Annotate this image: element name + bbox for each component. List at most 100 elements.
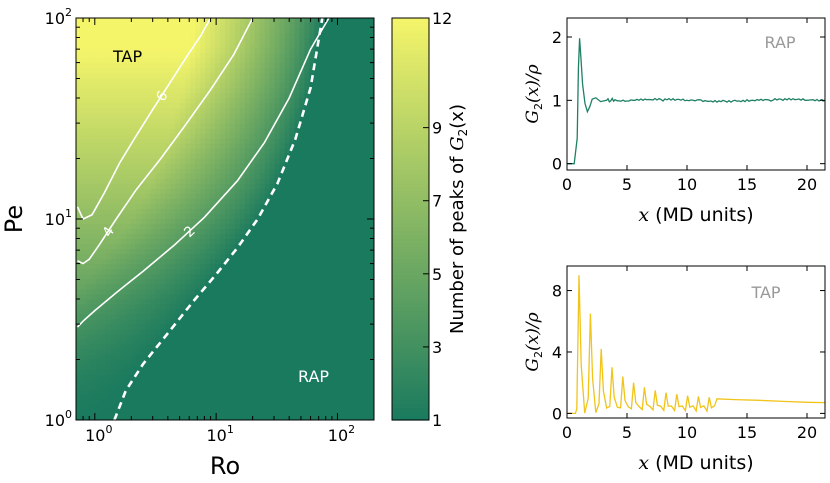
heatmap-cell bbox=[230, 103, 236, 109]
heatmap-cell bbox=[126, 73, 132, 79]
heatmap-cell bbox=[165, 48, 171, 54]
heatmap-cell bbox=[255, 199, 261, 205]
heatmap-cell bbox=[339, 335, 345, 341]
heatmap-cell bbox=[131, 400, 137, 406]
heatmap-cell bbox=[260, 380, 266, 386]
heatmap-cell bbox=[86, 184, 92, 190]
heatmap-cell bbox=[160, 299, 166, 305]
heatmap-cell bbox=[190, 103, 196, 109]
heatmap-cell bbox=[180, 380, 186, 386]
heatmap-cell bbox=[225, 93, 231, 99]
heatmap-cell bbox=[285, 320, 291, 326]
heatmap-cell bbox=[290, 28, 296, 34]
heatmap-cell bbox=[81, 204, 87, 210]
heatmap-cell bbox=[230, 119, 236, 125]
heatmap-cell bbox=[344, 98, 350, 104]
heatmap-cell bbox=[146, 375, 152, 381]
heatmap-cell bbox=[354, 199, 360, 205]
heatmap-cell bbox=[175, 179, 181, 185]
heatmap-cell bbox=[339, 73, 345, 79]
heatmap-cell bbox=[155, 249, 161, 255]
heatmap-cell bbox=[81, 199, 87, 205]
heatmap-cell bbox=[359, 154, 365, 160]
colorbar-step bbox=[392, 368, 429, 373]
heatmap-cell bbox=[180, 345, 186, 351]
heatmap-cell bbox=[170, 335, 176, 341]
heatmap-cell bbox=[230, 169, 236, 175]
heatmap-cell bbox=[275, 224, 281, 230]
heatmap-cell bbox=[235, 93, 241, 99]
heatmap-cell bbox=[91, 63, 97, 69]
heatmap-cell bbox=[165, 224, 171, 230]
heatmap-cell bbox=[96, 108, 102, 114]
heatmap-cell bbox=[275, 98, 281, 104]
heatmap-cell bbox=[344, 129, 350, 135]
heatmap-cell bbox=[210, 405, 216, 411]
heatmap-cell bbox=[121, 68, 127, 74]
heatmap-cell bbox=[240, 113, 246, 119]
heatmap-cell bbox=[86, 375, 92, 381]
heatmap-cell bbox=[304, 350, 310, 356]
heatmap-cell bbox=[131, 23, 137, 29]
heatmap-cell bbox=[354, 259, 360, 265]
heatmap-cell bbox=[81, 53, 87, 59]
heatmap-cell bbox=[155, 304, 161, 310]
heatmap-cell bbox=[81, 254, 87, 260]
heatmap-cell bbox=[319, 410, 325, 416]
heatmap-cell bbox=[160, 119, 166, 125]
heatmap-cell bbox=[240, 149, 246, 155]
heatmap-cell bbox=[195, 345, 201, 351]
heatmap-cell bbox=[190, 73, 196, 79]
heatmap-cell bbox=[76, 199, 82, 205]
heatmap-cell bbox=[295, 103, 301, 109]
heatmap-cell bbox=[96, 58, 102, 64]
heatmap-cell bbox=[344, 73, 350, 79]
heatmap-cell bbox=[185, 264, 191, 270]
heatmap-cell bbox=[136, 249, 142, 255]
heatmap-cell bbox=[364, 108, 370, 114]
heatmap-cell bbox=[349, 194, 355, 200]
heatmap-cell bbox=[280, 159, 286, 165]
heatmap-cell bbox=[230, 325, 236, 331]
heatmap-cell bbox=[131, 184, 137, 190]
heatmap-cell bbox=[200, 199, 206, 205]
heatmap-cell bbox=[160, 169, 166, 175]
heatmap-cell bbox=[270, 209, 276, 215]
heatmap-cell bbox=[339, 360, 345, 366]
heatmap-cell bbox=[160, 330, 166, 336]
heatmap-cell bbox=[309, 189, 315, 195]
heatmap-cell bbox=[235, 314, 241, 320]
heatmap-cell bbox=[240, 43, 246, 49]
heatmap-cell bbox=[121, 38, 127, 44]
heatmap-cell bbox=[121, 254, 127, 260]
heatmap-cell bbox=[230, 345, 236, 351]
heatmap-cell bbox=[185, 249, 191, 255]
heatmap-cell bbox=[265, 48, 271, 54]
heatmap-cell bbox=[160, 28, 166, 34]
heatmap-cell bbox=[101, 33, 107, 39]
heatmap-cell bbox=[225, 304, 231, 310]
heatmap-cell bbox=[334, 370, 340, 376]
heatmap-cell bbox=[215, 33, 221, 39]
heatmap-cell bbox=[354, 179, 360, 185]
heatmap-cell bbox=[151, 63, 157, 69]
heatmap-cell bbox=[81, 264, 87, 270]
heatmap-cell bbox=[359, 214, 365, 220]
heatmap-cell bbox=[185, 93, 191, 99]
heatmap-cell bbox=[319, 224, 325, 230]
heatmap-cell bbox=[304, 93, 310, 99]
heatmap-cell bbox=[180, 23, 186, 29]
heatmap-cell bbox=[364, 395, 370, 401]
heatmap-cell bbox=[319, 330, 325, 336]
heatmap-cell bbox=[364, 174, 370, 180]
heatmap-cell bbox=[185, 43, 191, 49]
heatmap-cell bbox=[190, 340, 196, 346]
heatmap-cell bbox=[195, 325, 201, 331]
heatmap-cell bbox=[349, 289, 355, 295]
heatmap-cell bbox=[309, 93, 315, 99]
heatmap-cell bbox=[235, 58, 241, 64]
heatmap-cell bbox=[111, 304, 117, 310]
heatmap-cell bbox=[215, 254, 221, 260]
heatmap-cell bbox=[354, 108, 360, 114]
heatmap-cell bbox=[106, 360, 112, 366]
